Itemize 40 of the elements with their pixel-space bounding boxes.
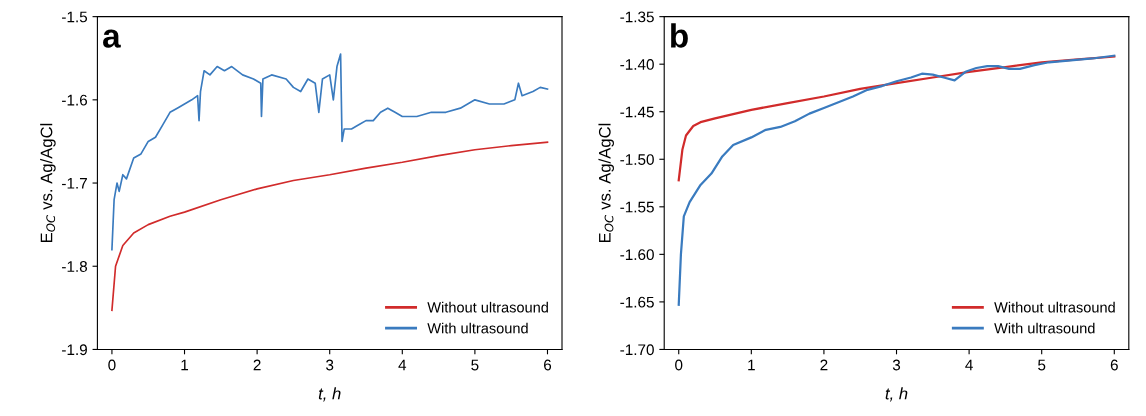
x-tick-label: 2 [253,359,261,371]
y-tick-label: -1.60 [620,249,654,261]
y-tick-label: -1.35 [620,11,654,23]
x-tick-label: 0 [108,359,116,371]
y-tick-label: -1.7 [62,178,87,189]
x-axis-title: t, h [885,387,908,402]
x-axis-title: t, h [318,387,341,402]
x-tick-label: 5 [1038,359,1046,371]
legend-label: With ultrasound [994,322,1095,334]
legend-label: With ultrasound [427,322,528,334]
x-tick-label: 1 [181,359,189,371]
legend-label: Without ultrasound [427,301,548,313]
y-tick-label: -1.8 [62,261,88,272]
y-tick-label: -1.45 [620,106,654,118]
y-tick-label: -1.40 [620,59,654,70]
y-tick-label: -1.50 [620,154,654,165]
x-tick-label: 1 [748,359,755,371]
line-series [677,55,1116,182]
x-tick-label: 0 [675,359,683,371]
y-tick-label: -1.55 [620,201,654,213]
x-tick-label: 2 [820,359,828,371]
y-axis-title: E$_{OC}$ vs. Ag/AgCl [40,123,56,243]
x-tick-label: 4 [965,359,973,371]
x-tick-label: 4 [398,359,407,371]
x-tick-label: 6 [1110,359,1118,371]
line-series [111,141,549,312]
line-series [111,53,549,251]
x-tick-label: 3 [892,359,901,371]
y-axis-title: E$_{OC}$ vs. Ag/AgCl [598,123,614,243]
annotation: a [103,29,121,48]
y-tick-label: -1.6 [62,94,88,106]
x-tick-label: 3 [326,359,334,371]
annotation: b [671,23,688,48]
y-tick-label: -1.70 [620,344,654,356]
y-tick-label: -1.9 [62,344,87,356]
x-tick-label: 6 [544,359,552,371]
y-tick-label: -1.65 [620,296,654,308]
y-tick-label: -1.5 [62,11,88,23]
legend-label: Without ultrasound [994,301,1115,313]
x-tick-label: 5 [471,359,479,371]
